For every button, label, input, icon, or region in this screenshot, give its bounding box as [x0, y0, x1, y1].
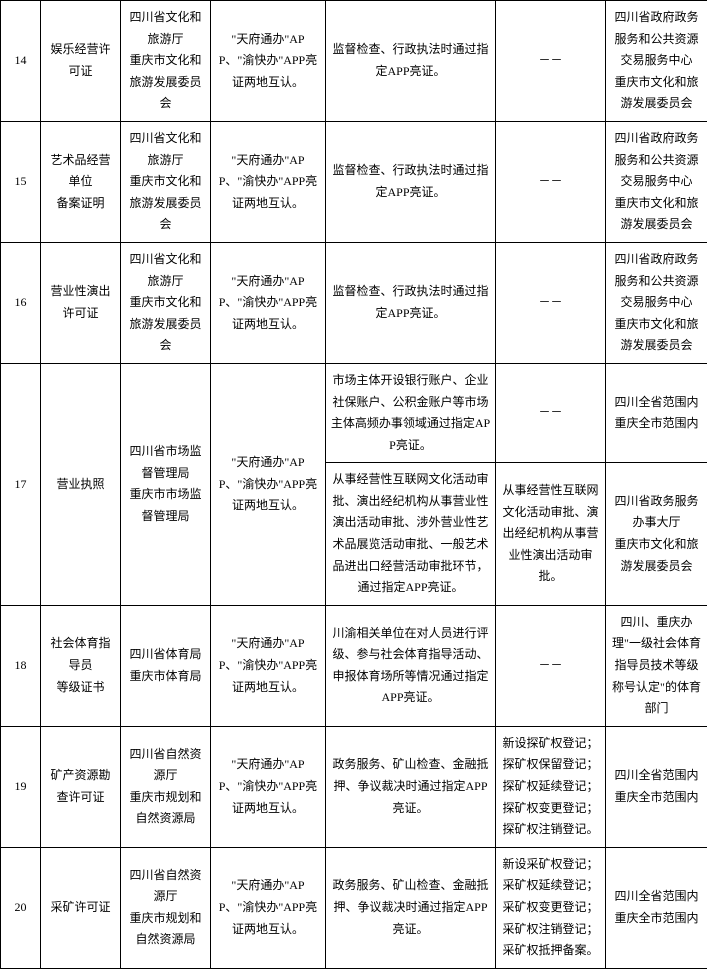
cell-item: 采矿许可证: [41, 847, 121, 968]
cell-scene: 政务服务、矿山检查、金融抵押、争议裁决时通过指定APP亮证。: [326, 847, 496, 968]
cell-scene: 市场主体开设银行账户、企业社保账户、公积金账户等市场主体高频办事领域通过指定AP…: [326, 363, 496, 462]
cell-method: "天府通办"APP、"渝快办"APP亮证两地互认。: [211, 121, 326, 242]
cell-exclude: 新设采矿权登记；采矿权延续登记；采矿权变更登记；采矿权注销登记；采矿权抵押备案。: [496, 847, 606, 968]
cell-number: 17: [1, 363, 41, 605]
cell-scene: 从事经营性互联网文化活动审批、演出经纪机构从事营业性演出活动审批、涉外营业性艺术…: [326, 463, 496, 606]
cell-region: 四川全省范围内重庆全市范围内: [606, 847, 707, 968]
table-row: 19矿产资源勘查许可证四川省自然资源厅重庆市规划和自然资源局"天府通办"APP、…: [1, 726, 707, 847]
cell-scene: 监督检查、行政执法时通过指定APP亮证。: [326, 1, 496, 122]
cell-scene: 监督检查、行政执法时通过指定APP亮证。: [326, 121, 496, 242]
table-row: 20采矿许可证四川省自然资源厅重庆市规划和自然资源局"天府通办"APP、"渝快办…: [1, 847, 707, 968]
cell-method: "天府通办"APP、"渝快办"APP亮证两地互认。: [211, 1, 326, 122]
cell-method: "天府通办"APP、"渝快办"APP亮证两地互认。: [211, 605, 326, 726]
cell-item: 娱乐经营许可证: [41, 1, 121, 122]
cell-department: 四川省文化和旅游厅重庆市文化和旅游发展委员会: [121, 242, 211, 363]
table-row: 17营业执照四川省市场监督管理局重庆市市场监督管理局"天府通办"APP、"渝快办…: [1, 363, 707, 462]
cell-department: 四川省文化和旅游厅重庆市文化和旅游发展委员会: [121, 1, 211, 122]
cell-exclude: 新设探矿权登记；探矿权保留登记；探矿权延续登记；探矿权变更登记；探矿权注销登记。: [496, 726, 606, 847]
cell-item: 营业性演出许可证: [41, 242, 121, 363]
cell-number: 14: [1, 1, 41, 122]
table-row: 18社会体育指导员等级证书四川省体育局重庆市体育局"天府通办"APP、"渝快办"…: [1, 605, 707, 726]
cell-department: 四川省文化和旅游厅重庆市文化和旅游发展委员会: [121, 121, 211, 242]
cell-department: 四川省自然资源厅重庆市规划和自然资源局: [121, 726, 211, 847]
cell-number: 16: [1, 242, 41, 363]
cell-department: 四川省体育局重庆市体育局: [121, 605, 211, 726]
cell-number: 19: [1, 726, 41, 847]
cell-item: 矿产资源勘查许可证: [41, 726, 121, 847]
cell-item: 营业执照: [41, 363, 121, 605]
cell-scene: 监督检查、行政执法时通过指定APP亮证。: [326, 242, 496, 363]
cell-region: 四川省政务服务办事大厅重庆市文化和旅游发展委员会: [606, 463, 707, 606]
cell-exclude: －－: [496, 1, 606, 122]
table-row: 14娱乐经营许可证四川省文化和旅游厅重庆市文化和旅游发展委员会"天府通办"APP…: [1, 1, 707, 122]
cell-item: 艺术品经营单位备案证明: [41, 121, 121, 242]
cell-number: 18: [1, 605, 41, 726]
cell-method: "天府通办"APP、"渝快办"APP亮证两地互认。: [211, 242, 326, 363]
cell-exclude: －－: [496, 121, 606, 242]
cell-method: "天府通办"APP、"渝快办"APP亮证两地互认。: [211, 726, 326, 847]
cell-region: 四川全省范围内重庆全市范围内: [606, 726, 707, 847]
cell-exclude: 从事经营性互联网文化活动审批、演出经纪机构从事营业性演出活动审批。: [496, 463, 606, 606]
cell-region: 四川省政府政务服务和公共资源交易服务中心重庆市文化和旅游发展委员会: [606, 242, 707, 363]
data-table: 14娱乐经营许可证四川省文化和旅游厅重庆市文化和旅游发展委员会"天府通办"APP…: [0, 0, 707, 969]
table-row: 16营业性演出许可证四川省文化和旅游厅重庆市文化和旅游发展委员会"天府通办"AP…: [1, 242, 707, 363]
cell-exclude: －－: [496, 242, 606, 363]
table-body: 14娱乐经营许可证四川省文化和旅游厅重庆市文化和旅游发展委员会"天府通办"APP…: [1, 1, 707, 969]
cell-number: 15: [1, 121, 41, 242]
cell-department: 四川省市场监督管理局重庆市市场监督管理局: [121, 363, 211, 605]
cell-scene: 政务服务、矿山检查、金融抵押、争议裁决时通过指定APP亮证。: [326, 726, 496, 847]
cell-region: 四川省政府政务服务和公共资源交易服务中心重庆市文化和旅游发展委员会: [606, 121, 707, 242]
cell-region: 四川全省范围内重庆全市范围内: [606, 363, 707, 462]
cell-scene: 川渝相关单位在对人员进行评级、参与社会体育指导活动、申报体育场所等情况通过指定A…: [326, 605, 496, 726]
cell-exclude: －－: [496, 605, 606, 726]
cell-method: "天府通办"APP、"渝快办"APP亮证两地互认。: [211, 847, 326, 968]
cell-region: 四川、重庆办理"一级社会体育指导员技术等级称号认定"的体育部门: [606, 605, 707, 726]
table-row: 15艺术品经营单位备案证明四川省文化和旅游厅重庆市文化和旅游发展委员会"天府通办…: [1, 121, 707, 242]
cell-region: 四川省政府政务服务和公共资源交易服务中心重庆市文化和旅游发展委员会: [606, 1, 707, 122]
cell-item: 社会体育指导员等级证书: [41, 605, 121, 726]
cell-department: 四川省自然资源厅重庆市规划和自然资源局: [121, 847, 211, 968]
cell-method: "天府通办"APP、"渝快办"APP亮证两地互认。: [211, 363, 326, 605]
cell-exclude: －－: [496, 363, 606, 462]
cell-number: 20: [1, 847, 41, 968]
